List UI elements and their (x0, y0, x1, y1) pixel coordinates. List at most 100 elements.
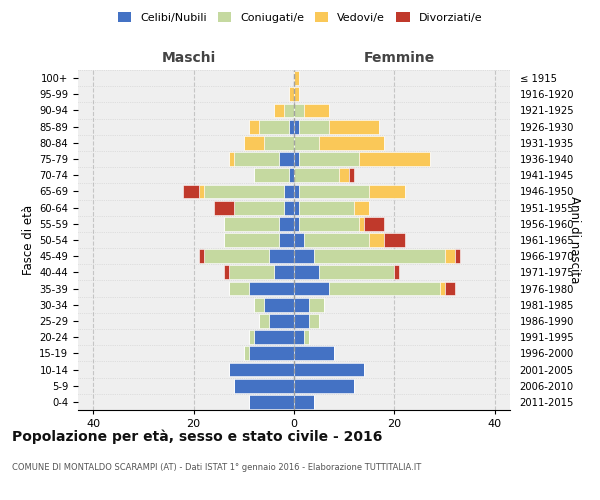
Bar (329, 282, 440, 296)
Bar (234, 200, 284, 214)
Bar (294, 330, 304, 344)
Bar (349, 168, 354, 182)
Bar (294, 184, 299, 198)
Bar (199, 184, 203, 198)
Bar (274, 104, 284, 118)
Bar (440, 282, 445, 296)
Bar (279, 233, 294, 247)
Bar (284, 104, 294, 118)
Bar (294, 136, 319, 149)
Bar (299, 152, 359, 166)
Bar (294, 250, 314, 263)
Bar (184, 184, 199, 198)
Bar (354, 200, 370, 214)
Bar (294, 346, 334, 360)
Bar (385, 233, 404, 247)
Bar (299, 217, 359, 230)
Bar (364, 217, 385, 230)
Bar (284, 200, 294, 214)
Bar (249, 346, 294, 360)
Bar (294, 88, 299, 101)
Bar (294, 104, 304, 118)
Bar (339, 168, 349, 182)
Bar (294, 200, 299, 214)
Bar (304, 330, 309, 344)
Bar (294, 395, 314, 409)
Bar (294, 266, 319, 280)
Bar (294, 379, 354, 392)
Bar (254, 330, 294, 344)
Bar (394, 266, 400, 280)
Bar (259, 120, 289, 134)
Bar (445, 282, 455, 296)
Bar (249, 282, 294, 296)
Bar (259, 314, 269, 328)
Bar (269, 250, 294, 263)
Bar (294, 71, 299, 85)
Bar (254, 298, 264, 312)
Bar (234, 152, 279, 166)
Bar (294, 362, 364, 376)
Y-axis label: Anni di nascita: Anni di nascita (568, 196, 581, 284)
Bar (294, 314, 309, 328)
Bar (319, 266, 394, 280)
Bar (244, 346, 249, 360)
Bar (299, 200, 354, 214)
Bar (229, 152, 234, 166)
Bar (294, 168, 339, 182)
Bar (309, 314, 319, 328)
Bar (199, 250, 203, 263)
Bar (370, 233, 385, 247)
Legend: Celibi/Nubili, Coniugati/e, Vedovi/e, Divorziati/e: Celibi/Nubili, Coniugati/e, Vedovi/e, Di… (113, 8, 487, 28)
Bar (249, 330, 254, 344)
Text: COMUNE DI MONTALDO SCARAMPI (AT) - Dati ISTAT 1° gennaio 2016 - Elaborazione TUT: COMUNE DI MONTALDO SCARAMPI (AT) - Dati … (12, 462, 421, 471)
Bar (203, 250, 269, 263)
Bar (279, 152, 294, 166)
Bar (269, 314, 294, 328)
Bar (294, 120, 299, 134)
Bar (314, 250, 445, 263)
Bar (229, 362, 294, 376)
Bar (224, 266, 229, 280)
Text: Maschi: Maschi (161, 51, 215, 65)
Bar (294, 152, 299, 166)
Bar (249, 395, 294, 409)
Bar (229, 266, 274, 280)
Bar (294, 282, 329, 296)
Bar (359, 152, 430, 166)
Bar (294, 298, 309, 312)
Bar (299, 120, 329, 134)
Bar (455, 250, 460, 263)
Bar (284, 184, 294, 198)
Bar (264, 298, 294, 312)
Bar (319, 136, 385, 149)
Bar (279, 217, 294, 230)
Bar (289, 120, 294, 134)
Text: Popolazione per età, sesso e stato civile - 2016: Popolazione per età, sesso e stato civil… (12, 430, 382, 444)
Bar (299, 184, 370, 198)
Bar (249, 120, 259, 134)
Bar (445, 250, 455, 263)
Bar (274, 266, 294, 280)
Bar (244, 136, 264, 149)
Bar (329, 120, 379, 134)
Bar (289, 88, 294, 101)
Bar (289, 168, 294, 182)
Bar (294, 217, 299, 230)
Text: Femmine: Femmine (364, 51, 435, 65)
Bar (309, 298, 324, 312)
Bar (254, 168, 289, 182)
Bar (359, 217, 364, 230)
Bar (203, 184, 284, 198)
Bar (304, 104, 329, 118)
Bar (229, 282, 249, 296)
Bar (214, 200, 234, 214)
Bar (264, 136, 294, 149)
Bar (294, 233, 304, 247)
Bar (224, 233, 279, 247)
Bar (370, 184, 404, 198)
Bar (234, 379, 294, 392)
Bar (304, 233, 370, 247)
Bar (224, 217, 279, 230)
Y-axis label: Fasce di età: Fasce di età (22, 205, 35, 275)
